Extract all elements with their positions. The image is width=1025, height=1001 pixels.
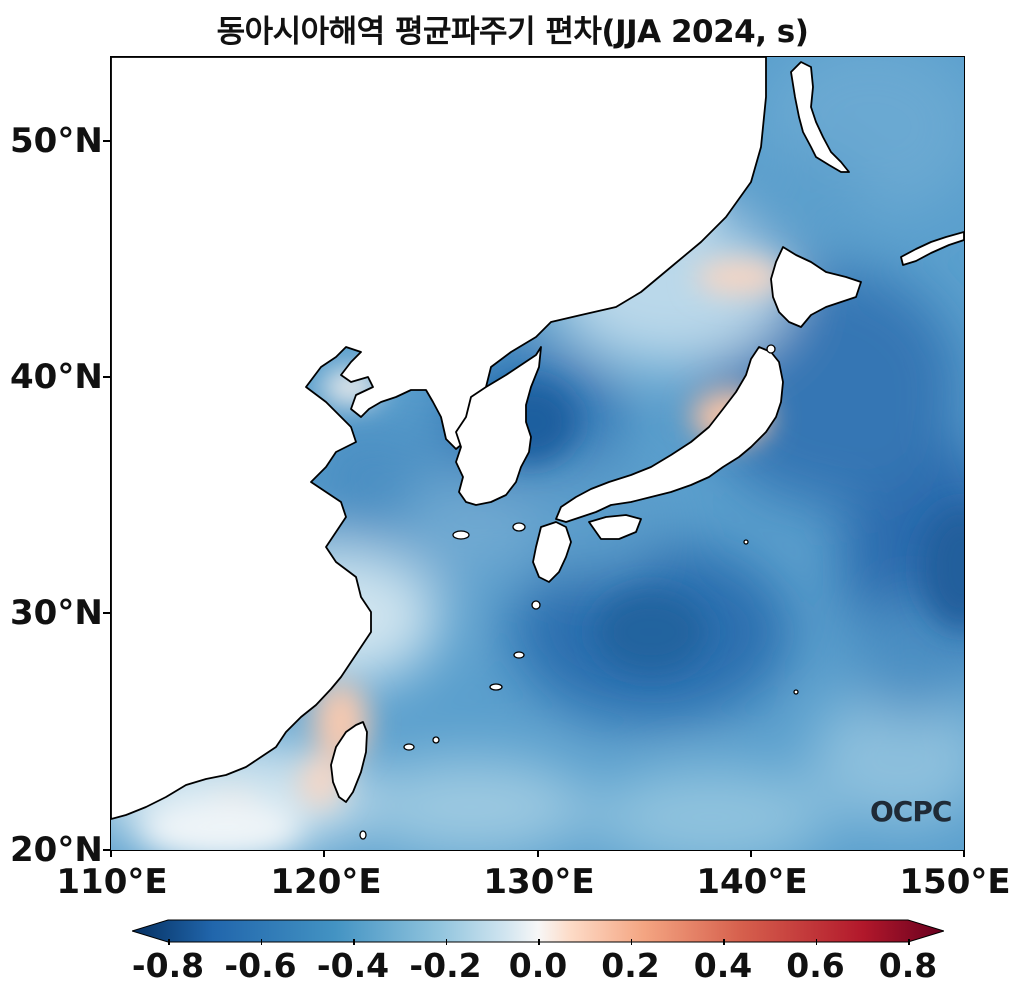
lat-tick-label: 40°N: [10, 357, 103, 397]
lon-tick-label: 150°E: [899, 862, 1011, 902]
colorbar-tickmark: [723, 939, 725, 945]
lon-tickmark: [537, 850, 539, 857]
lon-tick-label: 110°E: [56, 862, 168, 902]
colorbar-tick-label: -0.6: [224, 946, 297, 985]
colorbar-tick-label: 0.6: [786, 946, 845, 985]
colorbar-tickmark: [908, 939, 910, 945]
lat-tick-label: 20°N: [10, 830, 103, 870]
lat-tickmark: [103, 140, 110, 142]
colorbar-tickmark: [260, 939, 262, 945]
colorbar-tickmark: [445, 939, 447, 945]
lat-tickmark: [103, 376, 110, 378]
map-title: 동아시아해역 평균파주기 편차(JJA 2024, s): [216, 14, 809, 50]
colorbar-tick-label: -0.2: [409, 946, 482, 985]
colorbar-tickmark: [538, 939, 540, 945]
colorbar-tick-label: 0.2: [601, 946, 660, 985]
lon-tick-label: 130°E: [483, 862, 595, 902]
colorbar-tick-label: 0.0: [508, 946, 568, 985]
lon-tick-label: 140°E: [696, 862, 808, 902]
colorbar-tick-label: -0.8: [131, 946, 205, 985]
colorbar-tick-label: -0.4: [316, 946, 390, 985]
colorbar-tickmark: [815, 939, 817, 945]
lon-tick-label: 120°E: [270, 862, 382, 902]
anomaly-field: [111, 57, 964, 850]
lat-tickmark: [103, 849, 110, 851]
colorbar-tickmark: [630, 939, 632, 945]
lon-tickmark: [750, 850, 752, 857]
lat-tick-label: 30°N: [10, 593, 103, 633]
lat-tickmark: [103, 612, 110, 614]
lat-tick-label: 50°N: [10, 121, 103, 161]
lon-tickmark: [963, 850, 965, 857]
lon-tickmark: [110, 850, 112, 857]
colorbar-tick-label: 0.8: [878, 946, 938, 985]
ocpc-logo: OCPC: [870, 795, 952, 828]
land: [111, 57, 964, 820]
lon-tickmark: [323, 850, 325, 857]
map-panel: [111, 57, 964, 850]
colorbar-tickmark: [168, 939, 170, 945]
colorbar-tick-label: 0.4: [693, 946, 753, 985]
colorbar-tickmark: [353, 939, 355, 945]
